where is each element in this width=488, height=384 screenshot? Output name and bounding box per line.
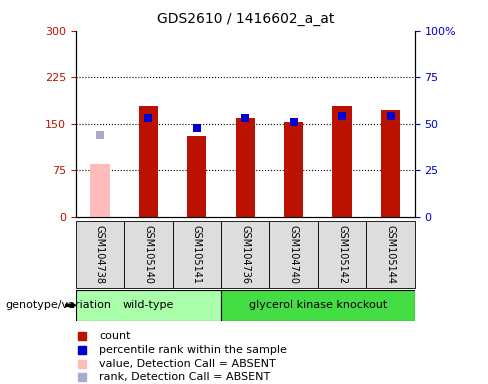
- Bar: [366, 221, 415, 288]
- Bar: [187, 136, 206, 217]
- Text: count: count: [100, 331, 131, 341]
- Bar: [284, 122, 304, 217]
- Title: GDS2610 / 1416602_a_at: GDS2610 / 1416602_a_at: [157, 12, 334, 25]
- Bar: [124, 221, 173, 288]
- Bar: [221, 221, 269, 288]
- Text: genotype/variation: genotype/variation: [5, 300, 111, 310]
- Bar: [381, 109, 400, 217]
- Text: GSM104736: GSM104736: [240, 225, 250, 284]
- Bar: [236, 118, 255, 217]
- Bar: [332, 106, 352, 217]
- Bar: [173, 221, 221, 288]
- Bar: [90, 164, 109, 217]
- Bar: [269, 221, 318, 288]
- Text: GSM105142: GSM105142: [337, 225, 347, 284]
- Text: value, Detection Call = ABSENT: value, Detection Call = ABSENT: [100, 359, 276, 369]
- Text: GSM105140: GSM105140: [143, 225, 153, 284]
- Bar: [139, 106, 158, 217]
- Text: GSM105141: GSM105141: [192, 225, 202, 284]
- Bar: [221, 290, 415, 321]
- Text: GSM104740: GSM104740: [289, 225, 299, 284]
- Text: rank, Detection Call = ABSENT: rank, Detection Call = ABSENT: [100, 372, 271, 382]
- Bar: [76, 290, 221, 321]
- Text: percentile rank within the sample: percentile rank within the sample: [100, 345, 287, 355]
- Text: wild-type: wild-type: [122, 300, 174, 310]
- Bar: [318, 221, 366, 288]
- Text: GSM104738: GSM104738: [95, 225, 105, 284]
- Text: GSM105144: GSM105144: [386, 225, 396, 284]
- Text: glycerol kinase knockout: glycerol kinase knockout: [249, 300, 387, 310]
- Bar: [76, 221, 124, 288]
